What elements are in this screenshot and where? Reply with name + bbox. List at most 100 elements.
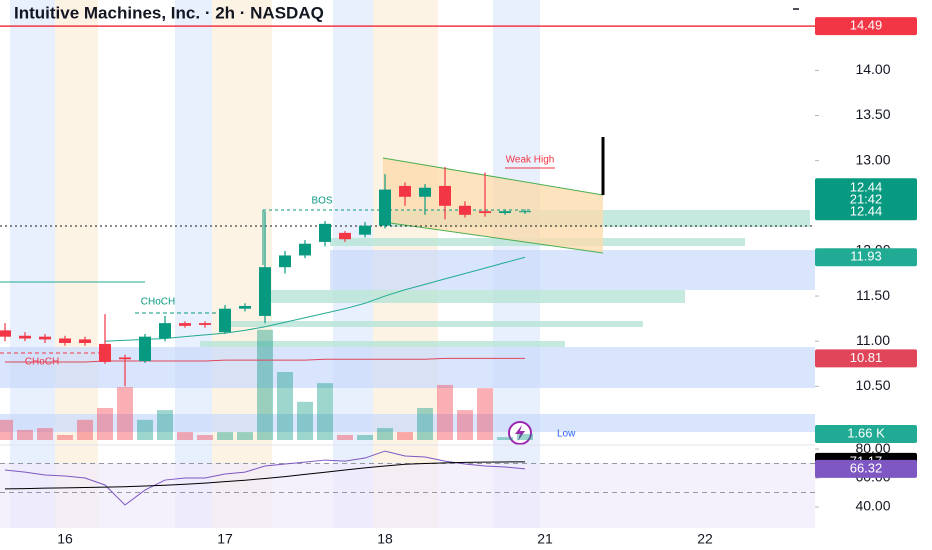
candle-body [0, 330, 11, 337]
ma-tag: 11.93 [850, 249, 882, 264]
y-tick-label: 13.50 [855, 106, 890, 122]
volume-bar [317, 383, 333, 440]
low-label: Low [557, 429, 576, 440]
volume-tag: 1.66 K [847, 425, 885, 440]
zone [330, 250, 815, 290]
volume-bar [137, 419, 153, 440]
candle-body [259, 267, 271, 316]
volume-bar [397, 432, 413, 440]
volume-bar [477, 388, 493, 440]
y-tick-label: 13.00 [855, 151, 890, 167]
volume-bar [77, 419, 93, 440]
zone [200, 341, 565, 347]
rsi-band-fill [0, 463, 815, 528]
volume-bar [197, 434, 213, 440]
rsi-tick-label: 40.00 [855, 498, 890, 514]
session-band [175, 0, 212, 528]
candle-body [199, 323, 211, 325]
volume-bar [117, 387, 133, 440]
volume-bar [37, 428, 53, 440]
moving-average [104, 256, 526, 342]
volume-bar [177, 432, 193, 440]
zone [270, 290, 685, 303]
volume-bar [0, 419, 13, 440]
rsi-tick-label: 80.00 [855, 440, 890, 456]
rsi-tag: 66.32 [850, 460, 883, 475]
chart-title: Intuitive Machines, Inc. · 2h · NASDAQ [14, 3, 324, 22]
ma-tag-box [815, 248, 917, 267]
rsi-tag-box [815, 459, 917, 478]
ma-tag-box [815, 349, 917, 368]
volume-bar [257, 329, 273, 440]
x-tick-label: 17 [217, 531, 233, 547]
candle-body [379, 189, 391, 226]
candle-body [99, 343, 111, 362]
rsi-ma-line [4, 461, 526, 490]
channel-line [382, 221, 604, 254]
volume-bar [417, 407, 433, 440]
volume-bar [497, 437, 513, 440]
y-tick-label: 11.00 [856, 332, 890, 348]
candle-body [239, 305, 251, 309]
zone [230, 321, 643, 327]
volume-bar [17, 429, 33, 440]
volume-bar [457, 410, 473, 440]
candle-body [219, 308, 231, 333]
candle-body [399, 185, 411, 197]
candle-body [179, 323, 191, 326]
volume-bar [337, 434, 353, 440]
x-tick-label: 22 [697, 531, 713, 547]
candle-body [139, 336, 151, 362]
candle-body [19, 335, 31, 339]
candle-body [59, 338, 71, 344]
price-tag: 12.44 [850, 204, 883, 219]
countdown: 21:42 [850, 192, 883, 207]
zone [0, 414, 815, 432]
volume-bar [437, 384, 453, 440]
volume-bar [517, 434, 533, 440]
rsi-line [4, 450, 526, 506]
price-tag: 12.44 [850, 180, 883, 195]
volume-bar [357, 434, 373, 440]
volume-bar [277, 371, 293, 440]
candle-body [439, 185, 451, 206]
volume-bar [97, 407, 113, 440]
x-tick-label: 21 [537, 531, 553, 547]
weak-high-label: Weak High [506, 155, 555, 166]
candle-body [119, 357, 131, 360]
volume-bar [217, 432, 233, 440]
candle-body [419, 187, 431, 197]
y-tick-label: 10.50 [855, 377, 890, 393]
volume-bar [57, 434, 73, 440]
candle-body [299, 243, 311, 256]
level-tag-box [815, 17, 917, 36]
volume-tag-box [815, 425, 917, 444]
candle-body [319, 223, 331, 242]
y-tick-label: 11.50 [856, 287, 890, 303]
volume-bar [237, 432, 253, 440]
candle-body [359, 225, 371, 235]
level-tag: 14.49 [850, 18, 883, 33]
session-band [10, 0, 55, 528]
channel-line [382, 157, 604, 196]
candle-body [459, 205, 471, 215]
volume-bar [297, 401, 313, 440]
zone [0, 347, 815, 388]
candle-body [519, 211, 531, 213]
bos-label: BOS [311, 196, 332, 207]
candle-body [499, 211, 511, 214]
session-band [55, 0, 98, 528]
alert-icon-bolt [515, 425, 525, 441]
volume-bar [157, 410, 173, 440]
candle-body [159, 323, 171, 339]
moving-average [5, 357, 525, 363]
candle-body [279, 255, 291, 268]
x-tick-label: 16 [57, 531, 73, 547]
x-tick-label: 18 [377, 531, 393, 547]
y-tick-label: 14.00 [855, 61, 890, 77]
session-band [212, 0, 272, 528]
candle-body [79, 339, 91, 344]
volume-bar [377, 428, 393, 440]
candle-body [339, 232, 351, 240]
